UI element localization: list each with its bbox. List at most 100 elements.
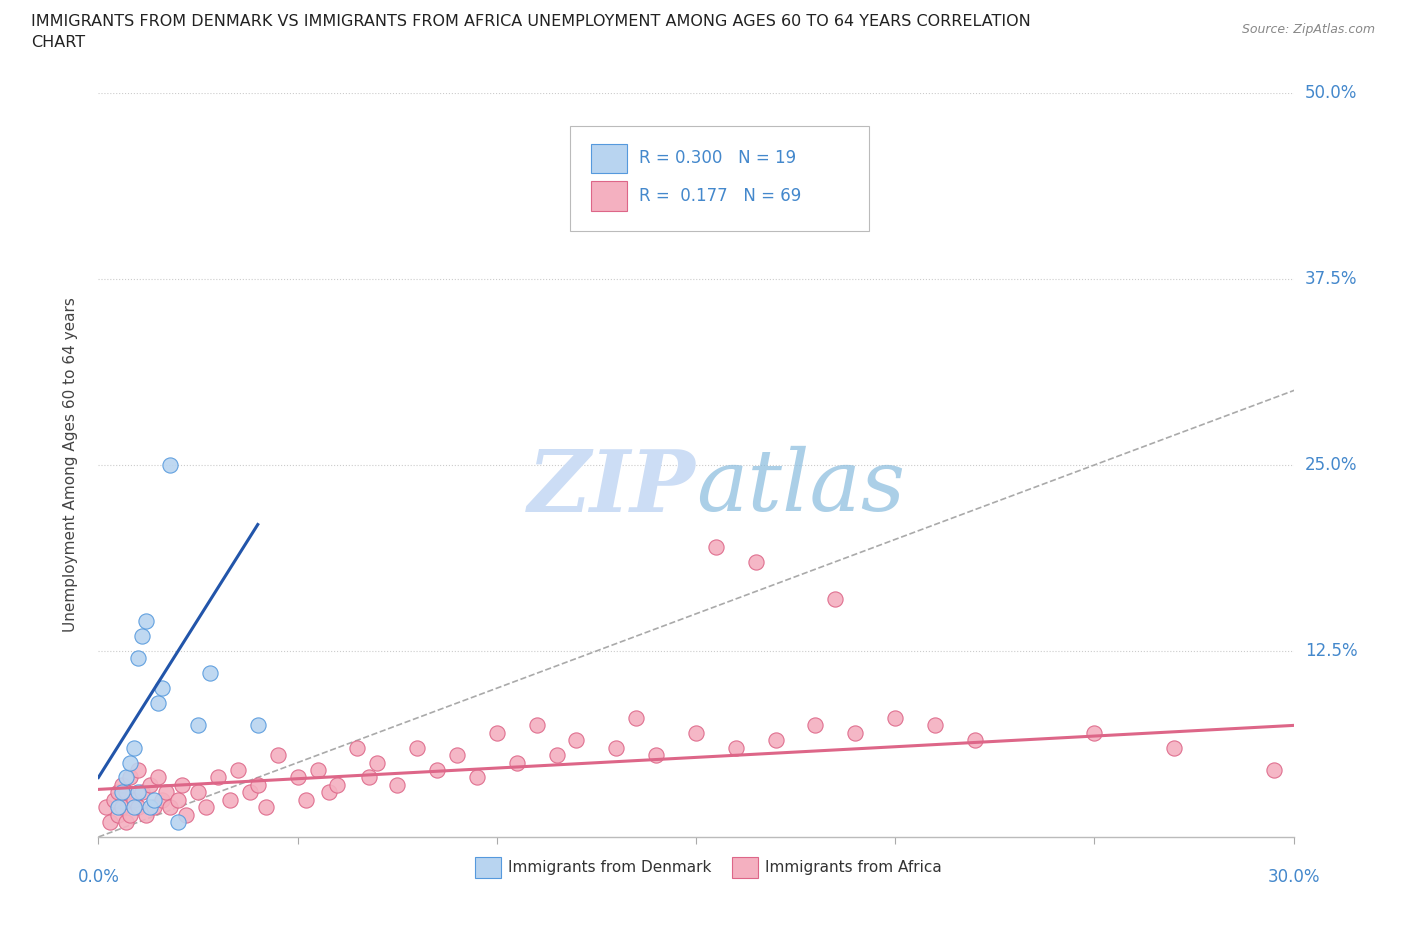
Point: [120, 770, 142, 785]
Point: [267, 748, 290, 763]
Point: [226, 763, 249, 777]
Text: 50.0%: 50.0%: [1305, 84, 1357, 102]
Point: [844, 725, 866, 740]
Text: ZIP: ZIP: [529, 445, 696, 529]
Point: [187, 718, 209, 733]
Point: [174, 807, 197, 822]
Text: Immigrants from Africa: Immigrants from Africa: [765, 860, 942, 875]
Point: [219, 792, 242, 807]
Point: [143, 792, 166, 807]
Point: [359, 770, 381, 785]
Point: [198, 666, 221, 681]
Point: [107, 785, 129, 800]
Point: [704, 539, 727, 554]
Y-axis label: Unemployment Among Ages 60 to 64 years: Unemployment Among Ages 60 to 64 years: [63, 298, 77, 632]
Point: [765, 733, 787, 748]
Point: [139, 800, 162, 815]
Point: [124, 740, 146, 755]
Point: [135, 807, 157, 822]
Point: [103, 792, 125, 807]
Point: [294, 792, 316, 807]
Point: [115, 815, 138, 830]
Text: CHART: CHART: [31, 35, 84, 50]
Text: 12.5%: 12.5%: [1305, 642, 1357, 660]
Point: [127, 763, 149, 777]
Point: [127, 800, 149, 815]
Point: [745, 554, 768, 569]
Point: [246, 777, 269, 792]
Text: R = 0.300   N = 19: R = 0.300 N = 19: [638, 150, 796, 167]
Point: [143, 800, 166, 815]
Bar: [591, 143, 627, 173]
Point: [254, 800, 277, 815]
Point: [426, 763, 449, 777]
Point: [239, 785, 262, 800]
Point: [287, 770, 309, 785]
Point: [924, 718, 946, 733]
Point: [824, 591, 846, 606]
Point: [307, 763, 329, 777]
Point: [120, 807, 142, 822]
Point: [187, 785, 209, 800]
Point: [207, 770, 229, 785]
Text: 0.0%: 0.0%: [77, 868, 120, 885]
Point: [385, 777, 409, 792]
Point: [124, 800, 146, 815]
Point: [195, 800, 218, 815]
FancyBboxPatch shape: [571, 126, 869, 231]
Text: Immigrants from Denmark: Immigrants from Denmark: [509, 860, 711, 875]
Point: [127, 785, 149, 800]
Point: [139, 777, 162, 792]
Point: [465, 770, 488, 785]
Point: [645, 748, 668, 763]
Point: [131, 785, 153, 800]
Point: [546, 748, 568, 763]
Point: [96, 800, 118, 815]
Point: [111, 785, 134, 800]
Point: [884, 711, 907, 725]
Point: [1263, 763, 1285, 777]
Point: [724, 740, 747, 755]
Point: [159, 458, 181, 472]
Text: 37.5%: 37.5%: [1305, 270, 1357, 288]
Point: [685, 725, 707, 740]
Point: [98, 815, 122, 830]
Point: [346, 740, 368, 755]
Point: [135, 614, 157, 629]
Point: [326, 777, 349, 792]
Point: [150, 792, 173, 807]
Point: [318, 785, 340, 800]
Point: [107, 800, 129, 815]
Bar: [733, 857, 758, 878]
Point: [150, 681, 173, 696]
Point: [127, 651, 149, 666]
Point: [246, 718, 269, 733]
Point: [172, 777, 194, 792]
Text: atlas: atlas: [696, 446, 905, 528]
Point: [626, 711, 648, 725]
Point: [446, 748, 468, 763]
Text: 25.0%: 25.0%: [1305, 456, 1357, 474]
Point: [485, 725, 508, 740]
Point: [605, 740, 627, 755]
Text: IMMIGRANTS FROM DENMARK VS IMMIGRANTS FROM AFRICA UNEMPLOYMENT AMONG AGES 60 TO : IMMIGRANTS FROM DENMARK VS IMMIGRANTS FR…: [31, 14, 1031, 29]
Point: [115, 770, 138, 785]
Point: [526, 718, 548, 733]
Point: [111, 777, 134, 792]
Point: [107, 807, 129, 822]
Point: [167, 815, 190, 830]
Bar: [475, 857, 501, 878]
Point: [155, 785, 177, 800]
Point: [167, 792, 190, 807]
Point: [506, 755, 529, 770]
Point: [406, 740, 429, 755]
Point: [366, 755, 388, 770]
Point: [124, 792, 146, 807]
Point: [148, 770, 170, 785]
Text: Source: ZipAtlas.com: Source: ZipAtlas.com: [1241, 23, 1375, 36]
Point: [115, 785, 138, 800]
Point: [963, 733, 986, 748]
Point: [111, 800, 134, 815]
Point: [159, 800, 181, 815]
Bar: [591, 180, 627, 210]
